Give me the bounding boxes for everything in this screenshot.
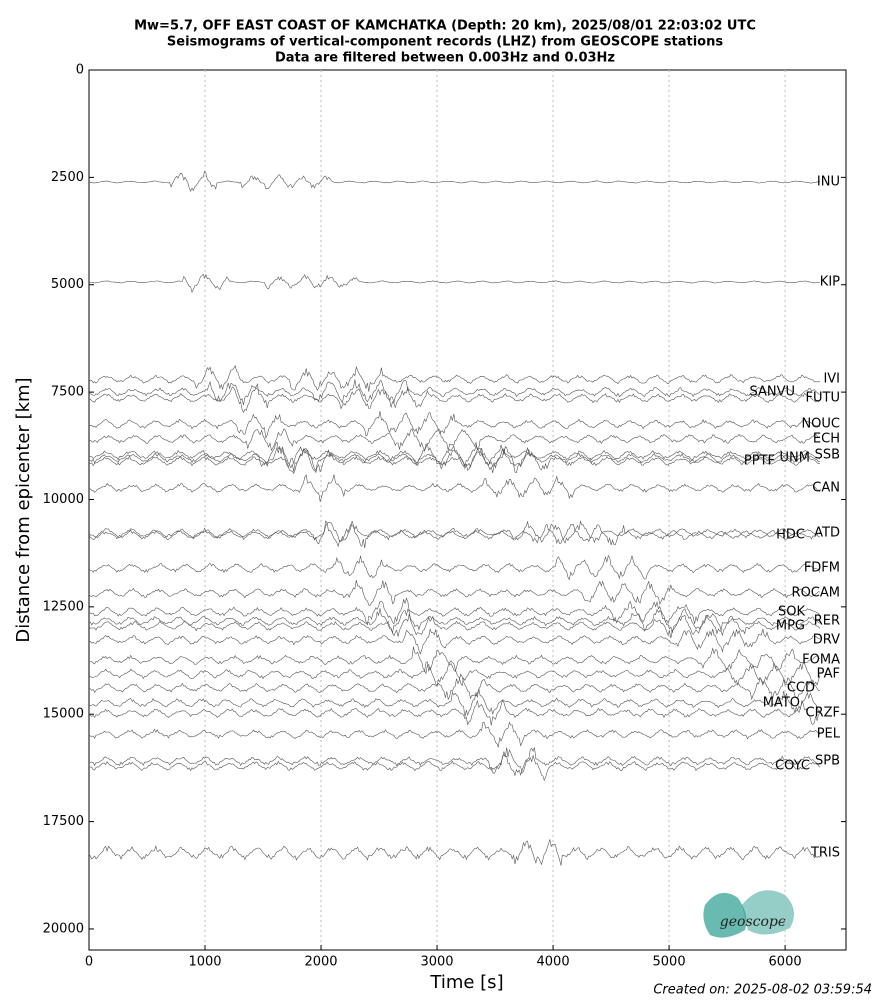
station-label: CAN bbox=[812, 480, 840, 495]
y-tick-label: 10000 bbox=[43, 492, 84, 507]
x-tick-label: 2000 bbox=[304, 955, 337, 970]
seismogram-trace bbox=[88, 448, 820, 475]
x-tick-label: 1000 bbox=[188, 955, 221, 970]
seismogram-trace bbox=[88, 580, 821, 606]
station-label: PAF bbox=[817, 666, 840, 681]
station-label: KIP bbox=[820, 274, 840, 289]
seismogram-trace bbox=[88, 747, 821, 775]
x-tick-label: 4000 bbox=[537, 955, 570, 970]
station-label: RER bbox=[814, 613, 840, 628]
y-tick-label: 17500 bbox=[43, 814, 84, 829]
seismogram-trace bbox=[88, 839, 821, 866]
station-label: FDFM bbox=[804, 560, 840, 575]
seismogram-trace bbox=[88, 441, 821, 469]
station-label: ROCAM bbox=[792, 585, 840, 600]
seismogram-trace bbox=[88, 688, 820, 717]
seismogram-trace bbox=[88, 379, 820, 406]
seismogram-trace bbox=[89, 170, 821, 192]
x-axis-label: Time [s] bbox=[429, 972, 503, 993]
y-axis-label: Distance from epicenter [km] bbox=[13, 377, 34, 642]
y-tick-label: 2500 bbox=[51, 170, 84, 185]
y-tick-label: 7500 bbox=[51, 385, 84, 400]
station-label: COYC bbox=[775, 758, 810, 773]
station-label: SPB bbox=[815, 753, 840, 768]
station-label: FUTU bbox=[806, 390, 840, 405]
seismogram-trace bbox=[88, 365, 821, 392]
station-label: IVI bbox=[823, 372, 840, 387]
station-label: SOK bbox=[778, 604, 805, 619]
x-tick-label: 5000 bbox=[653, 955, 686, 970]
station-label: ECH bbox=[813, 431, 840, 446]
seismogram-trace bbox=[88, 699, 821, 726]
seismogram-trace bbox=[88, 520, 820, 545]
station-label: NOUC bbox=[801, 416, 840, 431]
x-tick-label: 3000 bbox=[420, 955, 453, 970]
seismogram-trace bbox=[88, 614, 821, 639]
station-label: CRZF bbox=[806, 705, 841, 720]
seismogram-trace bbox=[88, 646, 821, 675]
station-label: SANVU bbox=[749, 384, 795, 399]
seismogram-trace bbox=[88, 520, 821, 549]
station-label: CCD bbox=[787, 680, 815, 695]
station-label: PEL bbox=[817, 726, 841, 741]
seismogram-trace bbox=[88, 597, 821, 626]
seismogram-trace bbox=[88, 721, 821, 749]
station-label: MPG bbox=[776, 618, 805, 633]
seismogram-trace bbox=[88, 754, 821, 782]
plot-frame bbox=[88, 69, 847, 951]
chart-subtitle: Seismograms of vertical-component record… bbox=[167, 35, 723, 50]
station-label: DRV bbox=[813, 632, 840, 647]
station-label: INU bbox=[817, 175, 840, 190]
seismogram-trace bbox=[88, 428, 821, 452]
y-tick-label: 20000 bbox=[43, 921, 84, 936]
x-tick-label: 6000 bbox=[769, 955, 802, 970]
y-tick-label: 0 bbox=[76, 63, 84, 78]
logo: geoscope bbox=[703, 890, 794, 938]
chart-title: Mw=5.7, OFF EAST COAST OF KAMCHATKA (Dep… bbox=[134, 19, 756, 34]
seismogram-trace bbox=[88, 273, 820, 294]
seismogram-trace bbox=[88, 411, 821, 440]
station-label: FOMA bbox=[802, 652, 840, 667]
chart-subtitle: Data are filtered between 0.003Hz and 0.… bbox=[275, 51, 615, 66]
seismogram-trace bbox=[88, 446, 821, 472]
x-tick-label: 0 bbox=[85, 955, 93, 970]
seismogram-trace bbox=[88, 673, 820, 701]
station-label: SSB bbox=[815, 447, 840, 462]
seismogram-trace bbox=[88, 628, 820, 655]
station-label: TRIS bbox=[810, 845, 840, 860]
station-label: UNM bbox=[780, 450, 810, 465]
station-label: ATD bbox=[814, 525, 840, 540]
seismogram-trace bbox=[88, 660, 821, 687]
seismogram-trace bbox=[88, 474, 821, 503]
logo-text: geoscope bbox=[720, 914, 786, 930]
seismogram-trace bbox=[88, 608, 821, 634]
station-label: PPTF bbox=[744, 453, 775, 468]
footer: Created on: 2025-08-02 03:59:54 bbox=[653, 983, 872, 998]
y-tick-label: 5000 bbox=[51, 277, 84, 292]
station-label: HDC bbox=[776, 527, 805, 542]
y-tick-label: 15000 bbox=[43, 707, 84, 722]
seismogram-trace bbox=[88, 383, 821, 413]
station-label: MATO bbox=[763, 695, 800, 710]
y-tick-label: 12500 bbox=[43, 599, 84, 614]
seismogram-trace bbox=[88, 554, 821, 581]
